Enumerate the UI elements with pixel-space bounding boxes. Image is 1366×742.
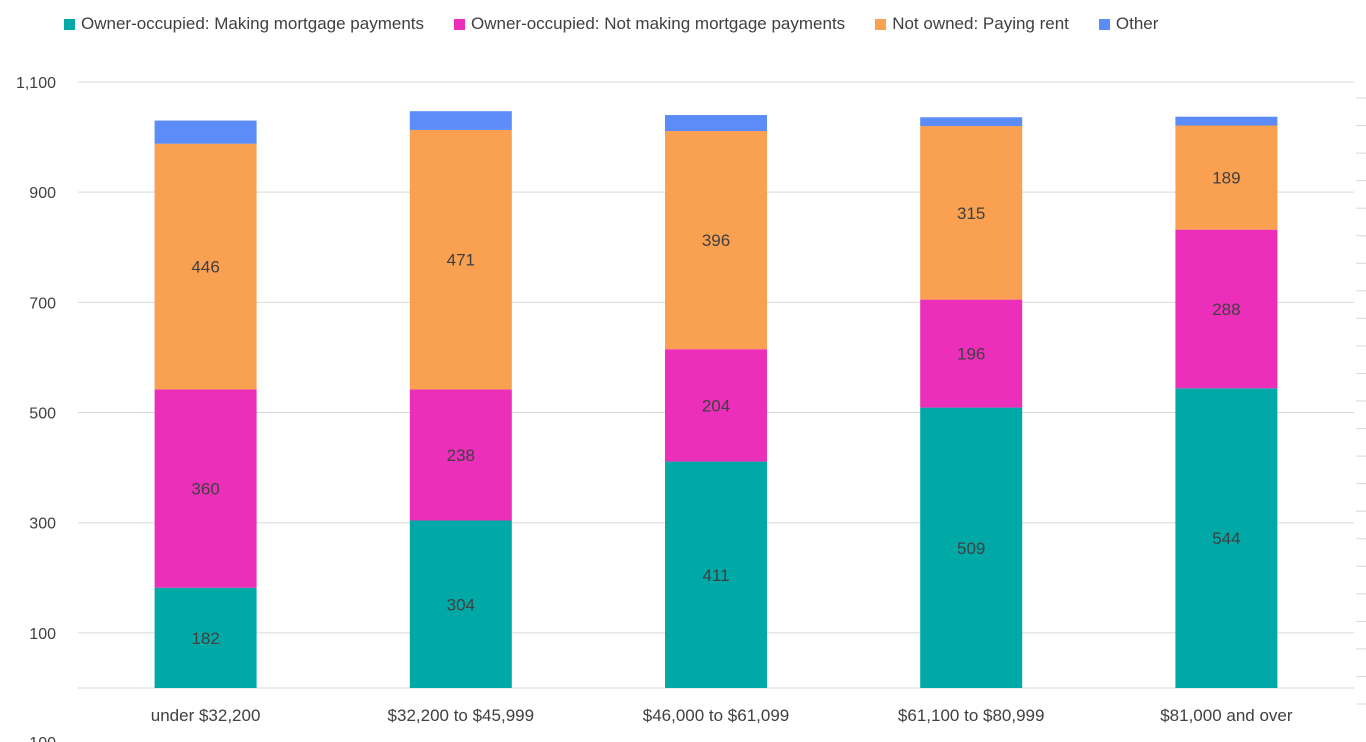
bar-segment bbox=[920, 299, 1023, 408]
data-label: 446 bbox=[191, 258, 219, 277]
data-label: 288 bbox=[1212, 300, 1240, 319]
bar-segment bbox=[409, 111, 512, 130]
bar-segment bbox=[665, 131, 767, 350]
legend-swatch bbox=[454, 18, 465, 30]
bar-segment bbox=[154, 120, 257, 144]
legend-item: Owner-occupied: Making mortgage payments bbox=[64, 14, 424, 34]
x-tick-label: under $32,200 bbox=[151, 706, 261, 725]
legend-label: Other bbox=[1115, 14, 1159, 33]
data-label: 315 bbox=[957, 204, 985, 223]
data-label: 411 bbox=[702, 566, 729, 585]
x-tick-label: $81,000 and over bbox=[1160, 706, 1293, 725]
y-tick-label: 300 bbox=[29, 516, 56, 533]
bar-segment bbox=[154, 143, 257, 390]
bar-segment bbox=[1175, 229, 1278, 389]
legend-swatch bbox=[875, 18, 887, 30]
bar-segment bbox=[1175, 388, 1278, 688]
bar-segment bbox=[409, 389, 512, 521]
y-tick-label: 1,100 bbox=[16, 75, 56, 92]
data-label: 182 bbox=[191, 629, 219, 648]
y-tick-label: 700 bbox=[29, 295, 56, 312]
y-tick-label: 500 bbox=[29, 406, 56, 423]
y-tick-label: 100 bbox=[29, 626, 56, 643]
bar-segment bbox=[920, 126, 1023, 300]
legend-swatch bbox=[64, 18, 75, 30]
chart-legend: Owner-occupied: Making mortgage payments… bbox=[64, 14, 1188, 34]
legend-item: Other bbox=[1098, 14, 1159, 34]
legend-item: Owner-occupied: Not making mortgage paym… bbox=[454, 14, 845, 34]
legend-label: Owner-occupied: Making mortgage payments bbox=[81, 14, 424, 33]
data-label: 304 bbox=[447, 595, 475, 614]
x-tick-label: $46,000 to $61,099 bbox=[643, 706, 790, 725]
bar-segment bbox=[665, 349, 767, 462]
data-label: 189 bbox=[1212, 169, 1240, 188]
legend-item: Not owned: Paying rent bbox=[875, 14, 1069, 34]
bar-segment bbox=[154, 389, 257, 588]
data-label: 509 bbox=[957, 539, 985, 558]
data-label: 471 bbox=[447, 251, 475, 270]
x-tick-label: $32,200 to $45,999 bbox=[388, 706, 535, 725]
bar-segment bbox=[154, 587, 257, 688]
data-label: 544 bbox=[1212, 529, 1240, 548]
legend-label: Owner-occupied: Not making mortgage paym… bbox=[471, 14, 846, 33]
data-label: 196 bbox=[957, 345, 985, 364]
bar-segment bbox=[665, 461, 767, 688]
data-label: 396 bbox=[702, 231, 730, 250]
data-label: 360 bbox=[191, 480, 219, 499]
data-label: 204 bbox=[702, 396, 730, 415]
legend-label: Not owned: Paying rent bbox=[892, 14, 1069, 33]
data-label: 238 bbox=[447, 446, 475, 465]
y-tick-label: 900 bbox=[29, 185, 56, 202]
bar-segment bbox=[920, 117, 1023, 127]
bar-segment bbox=[665, 115, 767, 132]
y-tick-label-extra: 100 bbox=[29, 735, 56, 742]
bar-segment bbox=[409, 520, 512, 688]
bar-segment bbox=[1175, 125, 1278, 230]
bar-segment bbox=[409, 129, 512, 390]
legend-swatch bbox=[1098, 18, 1110, 30]
x-tick-label: $61,100 to $80,999 bbox=[898, 706, 1045, 725]
bar-segment bbox=[920, 407, 1023, 688]
bar-segment bbox=[1175, 116, 1278, 126]
